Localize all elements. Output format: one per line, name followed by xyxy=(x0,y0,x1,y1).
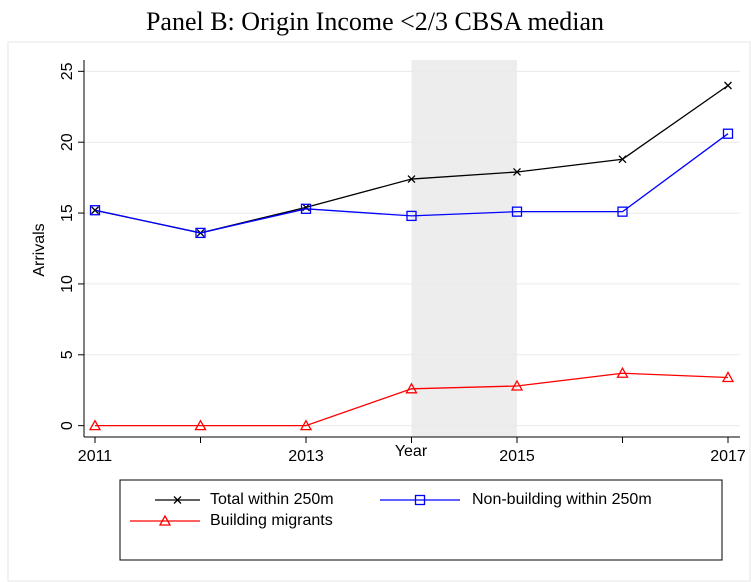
marker xyxy=(91,206,99,215)
marker xyxy=(618,155,627,164)
x-tick-label: 2017 xyxy=(710,448,746,465)
legend-label: Building migrants xyxy=(210,512,333,529)
series-line xyxy=(94,133,729,234)
marker xyxy=(405,382,418,394)
marker xyxy=(158,514,172,526)
y-tick-label: 15 xyxy=(59,204,76,222)
marker xyxy=(88,419,102,431)
marker xyxy=(89,205,101,216)
chart-title: Panel B: Origin Income <2/3 CBSA median xyxy=(146,7,604,36)
series-line xyxy=(95,372,729,427)
marker xyxy=(414,494,426,506)
y-tick-label: 5 xyxy=(59,350,76,359)
marker xyxy=(406,210,417,222)
marker xyxy=(511,206,523,217)
legend: Total within 250m Non-building within 250… xyxy=(130,491,652,529)
y-tick-label: 0 xyxy=(59,421,76,430)
marker xyxy=(510,379,524,391)
y-tick-label: 20 xyxy=(59,133,76,151)
shaded-span xyxy=(411,60,517,437)
marker xyxy=(407,175,416,184)
marker xyxy=(173,496,182,504)
marker xyxy=(721,371,735,383)
marker xyxy=(195,227,206,239)
marker xyxy=(300,203,312,214)
marker xyxy=(513,168,521,176)
plot-area: 0 5 10 15 20 25 2011 2013 2015 2017 xyxy=(59,60,746,465)
marker xyxy=(616,366,629,378)
marker xyxy=(617,206,628,217)
x-tick-label: 2015 xyxy=(499,448,535,465)
legend-box xyxy=(119,479,723,561)
marker xyxy=(194,419,207,431)
marker xyxy=(724,81,732,90)
y-axis-label: Arrivals xyxy=(31,223,48,276)
legend-label: Total within 250m xyxy=(210,491,334,508)
marker xyxy=(299,419,313,431)
marker xyxy=(722,128,734,139)
legend-label: Non-building within 250m xyxy=(472,491,652,508)
x-tick-label: 2011 xyxy=(78,448,113,465)
y-tick-label: 25 xyxy=(59,62,76,80)
y-tick-label: 10 xyxy=(59,275,76,293)
x-tick-label: 2013 xyxy=(288,448,324,465)
x-axis-label: Year xyxy=(395,443,428,460)
